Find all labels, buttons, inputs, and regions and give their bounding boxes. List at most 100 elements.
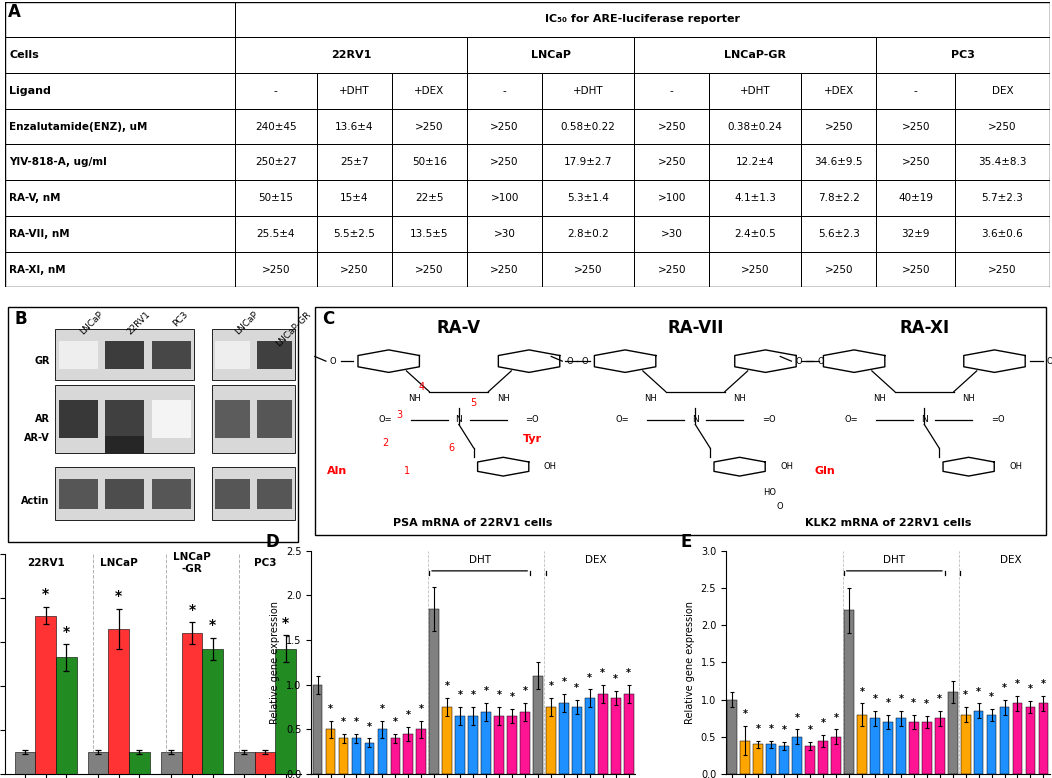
Text: *: * — [821, 718, 826, 728]
Text: LNCaP: LNCaP — [232, 310, 260, 337]
Text: 50±15: 50±15 — [259, 193, 294, 203]
Bar — [624, 694, 633, 774]
Bar — [213, 329, 295, 380]
Text: *: * — [911, 698, 916, 708]
Bar — [235, 752, 255, 774]
Bar — [598, 694, 608, 774]
Text: 3.6±0.6: 3.6±0.6 — [982, 229, 1024, 239]
Y-axis label: Relative gene expression: Relative gene expression — [685, 601, 695, 724]
Bar — [378, 730, 387, 774]
Text: *: * — [209, 618, 216, 632]
Text: O: O — [1047, 356, 1052, 366]
Text: *: * — [743, 709, 748, 719]
Bar — [276, 649, 296, 774]
Bar — [780, 746, 789, 774]
Text: *: * — [872, 694, 877, 704]
Bar — [999, 707, 1009, 774]
Text: *: * — [188, 603, 196, 617]
Bar — [105, 479, 144, 509]
Bar — [105, 436, 144, 453]
Text: C: C — [322, 310, 335, 328]
Text: *: * — [341, 717, 346, 727]
Text: RA-V: RA-V — [437, 319, 481, 337]
Bar — [129, 752, 149, 774]
Text: 22RV1: 22RV1 — [125, 310, 151, 337]
Text: *: * — [574, 683, 580, 693]
Bar — [213, 385, 295, 453]
Bar — [456, 716, 465, 774]
Text: +DHT: +DHT — [339, 86, 369, 96]
Text: *: * — [548, 682, 553, 692]
Bar — [216, 341, 250, 369]
Text: RA-V, nM: RA-V, nM — [9, 193, 61, 203]
Bar — [390, 738, 400, 774]
Text: +DHT: +DHT — [573, 86, 604, 96]
Bar — [481, 712, 491, 774]
Text: -: - — [503, 86, 506, 96]
Text: >250: >250 — [741, 265, 770, 275]
Text: Ligand: Ligand — [9, 86, 52, 96]
Bar — [766, 745, 776, 774]
Text: 17.9±2.7: 17.9±2.7 — [564, 157, 612, 167]
Bar — [15, 752, 36, 774]
Bar — [151, 341, 190, 369]
Text: LNCaP-GR: LNCaP-GR — [725, 50, 786, 60]
Text: *: * — [613, 675, 619, 685]
Bar — [883, 722, 893, 774]
Text: -: - — [670, 86, 673, 96]
Text: *: * — [523, 686, 527, 696]
Text: 15±4: 15±4 — [340, 193, 368, 203]
Text: >250: >250 — [340, 265, 368, 275]
Title: KLK2 mRNA of 22RV1 cells: KLK2 mRNA of 22RV1 cells — [805, 518, 971, 527]
Text: >250: >250 — [574, 265, 603, 275]
Text: DEX: DEX — [1000, 555, 1021, 566]
Text: PC3: PC3 — [951, 50, 975, 60]
Bar — [56, 385, 195, 453]
Bar — [417, 730, 426, 774]
Text: >250: >250 — [658, 121, 686, 131]
Text: *: * — [964, 690, 968, 700]
Text: >250: >250 — [988, 265, 1016, 275]
Text: 13.6±4: 13.6±4 — [335, 121, 373, 131]
Text: +DHT: +DHT — [740, 86, 771, 96]
Text: NH: NH — [733, 394, 746, 403]
Bar — [870, 718, 879, 774]
Text: -: - — [274, 86, 278, 96]
Text: *: * — [282, 616, 289, 630]
Text: E: E — [681, 533, 692, 551]
Bar — [741, 741, 750, 774]
Bar — [585, 698, 594, 774]
Bar — [922, 722, 932, 774]
Text: 250±27: 250±27 — [255, 157, 297, 167]
Text: *: * — [367, 722, 372, 731]
Text: =O: =O — [525, 415, 539, 424]
Text: Enzalutamide(ENZ), uM: Enzalutamide(ENZ), uM — [9, 121, 148, 131]
Text: =O: =O — [991, 415, 1005, 424]
Bar — [182, 633, 202, 774]
Text: *: * — [626, 668, 631, 678]
Text: *: * — [898, 694, 904, 704]
Bar — [987, 714, 996, 774]
Text: 25±7: 25±7 — [340, 157, 368, 167]
Bar — [213, 468, 295, 520]
Bar — [948, 692, 957, 774]
Text: YIV-818-A, ug/ml: YIV-818-A, ug/ml — [9, 157, 107, 167]
Text: NH: NH — [645, 394, 658, 403]
Bar — [1013, 703, 1023, 774]
Text: *: * — [1028, 685, 1033, 695]
Text: 5: 5 — [470, 398, 477, 408]
Bar — [1026, 707, 1035, 774]
Text: 0.38±0.24: 0.38±0.24 — [728, 121, 783, 131]
Text: N: N — [456, 415, 462, 424]
Text: +DEX: +DEX — [824, 86, 854, 96]
Bar — [36, 615, 56, 774]
Text: O: O — [817, 356, 824, 366]
Bar — [105, 401, 144, 438]
Text: OH: OH — [544, 462, 557, 471]
Text: =O: =O — [762, 415, 775, 424]
Text: 4: 4 — [419, 382, 425, 392]
Text: O: O — [330, 356, 337, 366]
Text: 40±19: 40±19 — [898, 193, 933, 203]
Bar — [216, 479, 250, 509]
Text: 22RV1: 22RV1 — [26, 558, 64, 568]
